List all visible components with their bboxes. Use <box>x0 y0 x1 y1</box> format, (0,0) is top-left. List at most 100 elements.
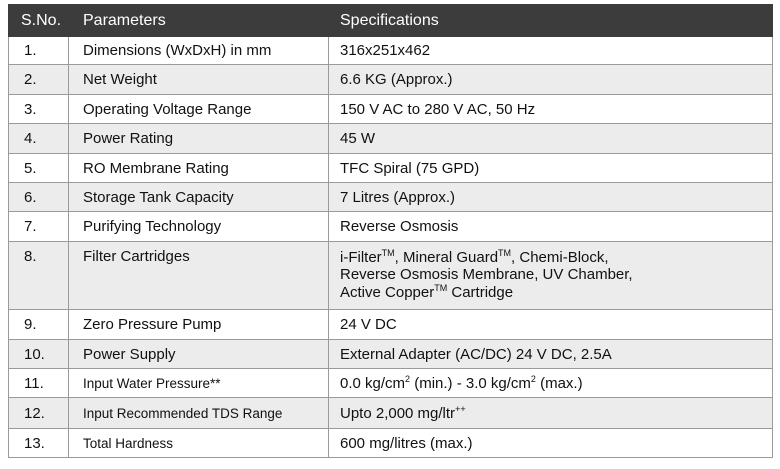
parameter: RO Membrane Rating <box>68 153 329 183</box>
table-row: 12. Input Recommended TDS Range Upto 2,000… <box>8 397 773 429</box>
spec-text: 45 W <box>340 130 376 147</box>
spec-line: Active CopperTM Cartridge <box>340 283 772 301</box>
table-row: 4. Power Rating 45 W <box>8 123 773 154</box>
parameter: Total Hardness <box>68 428 329 458</box>
superscript: 2 <box>530 374 536 384</box>
spec-text: 7 Litres (Approx.) <box>340 188 456 206</box>
serial-number: 10. <box>8 339 69 369</box>
specification: i-FilterTM, Mineral GuardTM, Chemi-Block… <box>328 241 773 310</box>
spec-text: External Adapter (AC/DC) 24 V DC, 2.5A <box>340 345 612 363</box>
spec-line: Upto 2,000 mg/ltr++ <box>340 404 772 422</box>
serial-number: 8. <box>8 241 69 310</box>
serial-number: 2. <box>8 64 69 95</box>
spec-text: i-Filter <box>340 249 382 266</box>
table-row: 6. Storage Tank Capacity 7 Litres (Approx.… <box>8 182 773 212</box>
spec-text: Reverse Osmosis Membrane, UV Chamber, <box>340 266 633 283</box>
table-row: 10. Power Supply External Adapter (AC/DC) … <box>8 339 773 369</box>
header-cell: S.No. <box>8 4 69 37</box>
spec-line: 45 W <box>340 130 772 147</box>
spec-text: Reverse Osmosis <box>340 218 459 235</box>
specification: Reverse Osmosis <box>328 211 773 242</box>
parameter: Power Supply <box>68 339 329 369</box>
table-row: 9. Zero Pressure Pump 24 V DC <box>8 309 773 340</box>
parameter: Purifying Technology <box>68 211 329 242</box>
serial-number: 12. <box>8 397 69 429</box>
specification: External Adapter (AC/DC) 24 V DC, 2.5A <box>328 339 773 369</box>
spec-line: External Adapter (AC/DC) 24 V DC, 2.5A <box>340 346 772 363</box>
spec-text: , Mineral Guard <box>394 249 499 266</box>
spec-text: 150 V AC to 280 V AC, 50 Hz <box>340 100 536 118</box>
spec-line: Reverse Osmosis Membrane, UV Chamber, <box>340 266 772 283</box>
serial-number: 9. <box>8 309 69 340</box>
serial-number: 1. <box>8 36 69 65</box>
specification: 24 V DC <box>328 309 773 340</box>
table-row: 1. Dimensions (WxDxH) in mm 316x251x462 <box>8 36 773 65</box>
spec-text: Upto 2,000 mg/ltr <box>340 405 456 422</box>
parameter: Input Recommended TDS Range <box>68 397 329 429</box>
spec-text: TFC Spiral (75 GPD) <box>340 159 480 177</box>
serial-number: 11. <box>8 368 69 398</box>
specification: 150 V AC to 280 V AC, 50 Hz <box>328 94 773 124</box>
specification: TFC Spiral (75 GPD) <box>328 153 773 183</box>
spec-text: 0.0 kg/cm <box>340 375 406 392</box>
header-cell: Specifications <box>328 4 773 37</box>
table-row: 2. Net Weight 6.6 KG (Approx.) <box>8 64 773 95</box>
table-body: 1. Dimensions (WxDxH) in mm 316x251x462 2. N… <box>8 36 773 458</box>
header-row: S.No. Parameters Specifications <box>8 4 773 37</box>
header-cell: Parameters <box>68 4 329 37</box>
specification: 600 mg/litres (max.) <box>328 428 773 458</box>
parameter: Net Weight <box>68 64 329 95</box>
spec-line: 316x251x462 <box>340 42 772 59</box>
parameter: Filter Cartridges <box>68 241 329 310</box>
spec-line: 24 V DC <box>340 316 772 333</box>
serial-number: 5. <box>8 153 69 183</box>
spec-text: (max.) <box>535 375 583 392</box>
table-row: 11. Input Water Pressure** 0.0 kg/cm2 (min… <box>8 368 773 398</box>
superscript: ++ <box>455 404 466 414</box>
parameter: Zero Pressure Pump <box>68 309 329 340</box>
serial-number: 13. <box>8 428 69 458</box>
spec-line: Reverse Osmosis <box>340 218 772 235</box>
specification: 0.0 kg/cm2 (min.) - 3.0 kg/cm2 (max.) <box>328 368 773 398</box>
parameter: Input Water Pressure** <box>68 368 329 398</box>
spec-text: 24 V DC <box>340 316 397 333</box>
serial-number: 4. <box>8 123 69 154</box>
spec-line: 7 Litres (Approx.) <box>340 189 772 206</box>
specification: 7 Litres (Approx.) <box>328 182 773 212</box>
superscript: TM <box>381 248 395 258</box>
serial-number: 3. <box>8 94 69 124</box>
specification: 6.6 KG (Approx.) <box>328 64 773 95</box>
spec-text: 600 mg/litres (max.) <box>340 434 473 452</box>
table-row: 7. Purifying Technology Reverse Osmosis <box>8 211 773 242</box>
parameter: Storage Tank Capacity <box>68 182 329 212</box>
spec-line: 600 mg/litres (max.) <box>340 435 772 452</box>
table-row: 3. Operating Voltage Range 150 V AC to 280… <box>8 94 773 124</box>
specification: 316x251x462 <box>328 36 773 65</box>
table-row: 5. RO Membrane Rating TFC Spiral (75 GPD) <box>8 153 773 183</box>
specification: 45 W <box>328 123 773 154</box>
spec-table-wrap: S.No. Parameters Specifications 1. Dimens… <box>8 4 773 458</box>
spec-table: S.No. Parameters Specifications 1. Dimens… <box>8 4 773 458</box>
spec-line: 0.0 kg/cm2 (min.) - 3.0 kg/cm2 (max.) <box>340 374 772 392</box>
serial-number: 7. <box>8 211 69 242</box>
spec-text: , Chemi-Block, <box>511 249 609 266</box>
parameter: Power Rating <box>68 123 329 154</box>
serial-number: 6. <box>8 182 69 212</box>
spec-line: TFC Spiral (75 GPD) <box>340 160 772 177</box>
spec-text: Active Copper <box>340 284 435 301</box>
spec-line: 6.6 KG (Approx.) <box>340 71 772 88</box>
table-row: 13. Total Hardness 600 mg/litres (max.) <box>8 428 773 458</box>
spec-text: (min.) - 3.0 kg/cm <box>410 375 531 392</box>
spec-line: i-FilterTM, Mineral GuardTM, Chemi-Block… <box>340 248 772 266</box>
parameter: Operating Voltage Range <box>68 94 329 124</box>
superscript: TM <box>498 248 512 258</box>
spec-text: Cartridge <box>447 284 514 301</box>
table-row: 8. Filter Cartridges i-FilterTM, Mineral G… <box>8 241 773 310</box>
superscript: TM <box>434 283 448 293</box>
parameter: Dimensions (WxDxH) in mm <box>68 36 329 65</box>
spec-text: 316x251x462 <box>340 42 431 59</box>
superscript: 2 <box>405 374 411 384</box>
specification: Upto 2,000 mg/ltr++ <box>328 397 773 429</box>
spec-text: 6.6 KG (Approx.) <box>340 71 453 88</box>
